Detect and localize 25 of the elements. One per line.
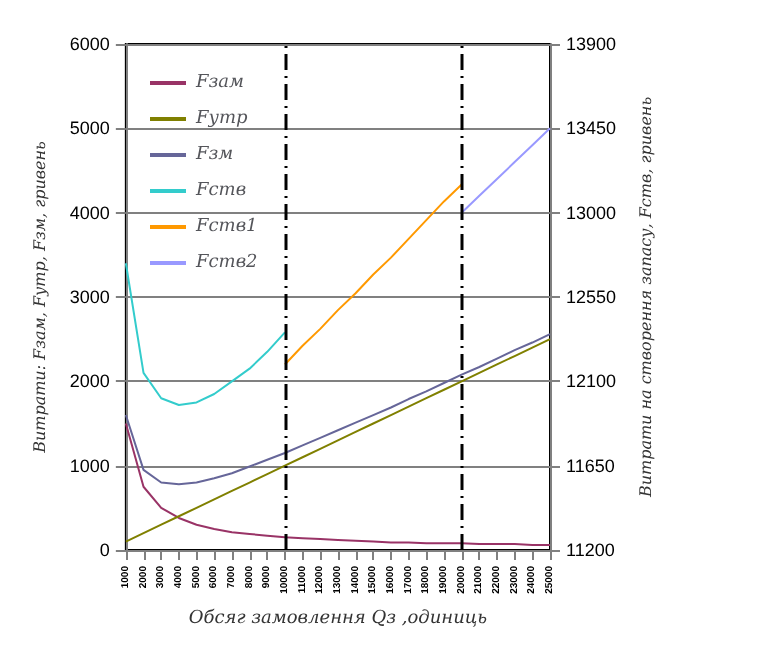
legend-label: Fзм [194,145,234,165]
y2-tick-label: 12550 [566,287,617,307]
legend-label: Fутр [194,109,248,129]
y2-tick-label: 12100 [566,371,617,392]
y-tick-label: 5000 [69,118,110,139]
y2-tick-label: 11650 [566,455,615,476]
line-series [283,183,463,366]
legend-label: Fств [194,181,247,201]
y-tick-label: 6000 [69,34,110,54]
x-axis-title: Обсяг замовлення Qз ,одиниць [188,607,488,629]
y-tick-label: 3000 [69,287,110,307]
legend-label: Fзам [194,73,244,93]
y2-tick-label: 11200 [566,540,615,560]
y-axis-title: Витрати: Fзам, Fутр, Fзм, гривень [31,141,49,455]
y2-axis-title: Витрати на створення запасу, Fств, гривень [636,96,655,500]
y2-tick-label: 13000 [566,202,617,223]
y-tick-label: 1000 [69,455,110,476]
line-series [460,127,551,214]
y-tick-label: 0 [99,540,110,560]
y2-tick-label: 13900 [566,34,617,54]
legend-label: Fств2 [194,253,259,273]
y-tick-label: 2000 [69,371,110,392]
legend-label: Fств1 [194,217,258,237]
y2-tick-label: 13450 [566,118,617,139]
y-tick-label: 4000 [69,202,110,223]
